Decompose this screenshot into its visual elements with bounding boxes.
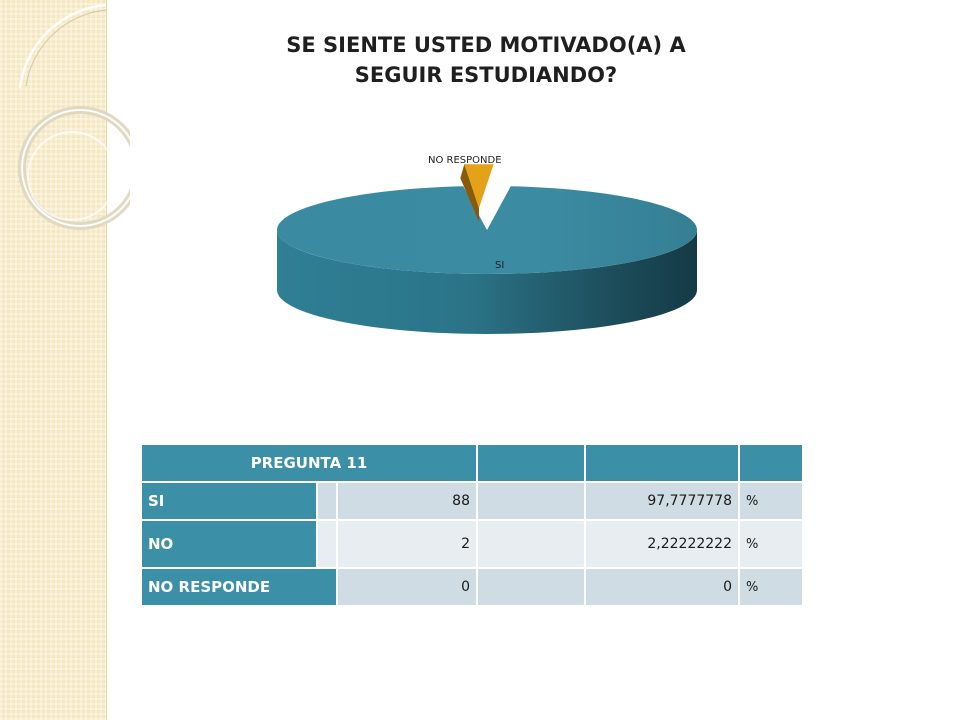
results-table: PREGUNTA 11 SI 88 97,7777778 % NO 2 2,22… [140,443,804,607]
row-label: NO [140,519,318,569]
pie-label-si: SI [495,260,504,271]
table-row: SI 88 97,7777778 % [140,481,804,521]
pie-chart: NO RESPONDE SI [276,155,697,334]
pie-slice-si-side [277,230,697,334]
table-header-cell [584,443,740,483]
table-row: NO 2 2,22222222 % [140,519,804,569]
table-row: NO RESPONDE 0 0 % [140,567,804,607]
row-count: 88 [336,481,478,521]
row-spacer [316,519,338,569]
row-percent: 0 [584,567,740,607]
row-unit: % [738,519,804,569]
row-empty [476,567,586,607]
table-header-cell [476,443,586,483]
row-empty [476,481,586,521]
row-spacer [316,481,338,521]
pie-slice-no-responde-side [460,164,479,222]
pie-label-no-responde: NO RESPONDE [428,155,502,166]
pie-slice-no-responde [464,164,494,208]
row-count: 0 [336,567,478,607]
row-unit: % [738,567,804,607]
row-empty [476,519,586,569]
row-unit: % [738,481,804,521]
pie-slice-si [276,186,697,274]
row-label: SI [140,481,318,521]
row-percent: 2,22222222 [584,519,740,569]
row-percent: 97,7777778 [584,481,740,521]
row-count: 2 [336,519,478,569]
table-header-row: PREGUNTA 11 [140,443,804,483]
chart-title: SE SIENTE USTED MOTIVADO(A) A SEGUIR EST… [286,33,686,87]
table-header-cell [738,443,804,483]
row-label: NO RESPONDE [140,567,338,607]
decorative-rings [18,3,130,230]
table-header-title: PREGUNTA 11 [140,443,478,483]
